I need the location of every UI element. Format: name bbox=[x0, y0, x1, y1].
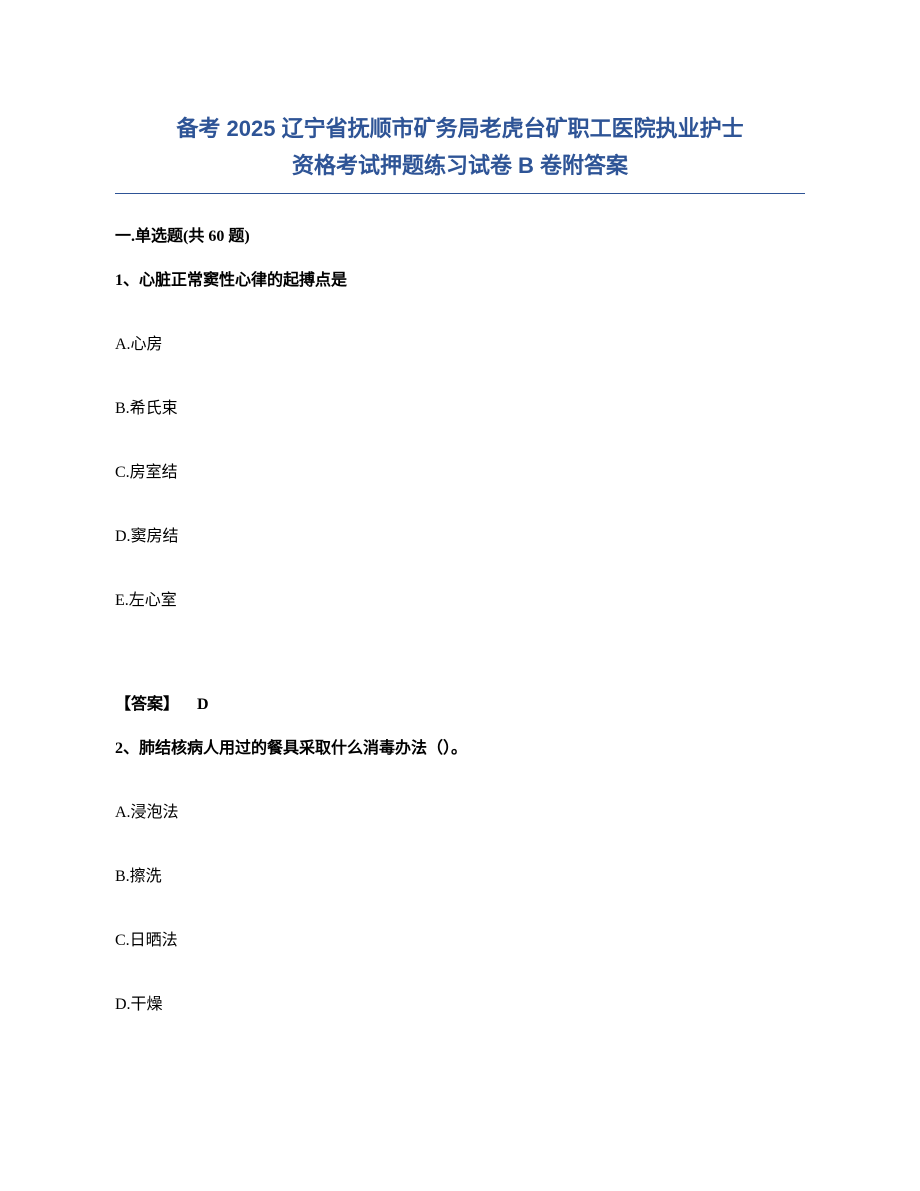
question-number: 2、 bbox=[115, 740, 139, 757]
section-header: 一.单选题(共 60 题) bbox=[115, 222, 805, 246]
question-1-option-a: A.心房 bbox=[115, 330, 805, 354]
question-2-option-d: D.干燥 bbox=[115, 990, 805, 1014]
question-text: 肺结核病人用过的餐具采取什么消毒办法（）。 bbox=[139, 740, 467, 757]
question-1-answer: 【答案】 D bbox=[115, 690, 805, 714]
question-1-option-d: D.窦房结 bbox=[115, 522, 805, 546]
question-2-option-b: B.擦洗 bbox=[115, 862, 805, 886]
document-title: 备考 2025 辽宁省抚顺市矿务局老虎台矿职工医院执业护士 资格考试押题练习试卷… bbox=[115, 110, 805, 185]
question-1: 1、心脏正常窦性心律的起搏点是 bbox=[115, 266, 805, 290]
question-2: 2、肺结核病人用过的餐具采取什么消毒办法（）。 bbox=[115, 734, 805, 758]
answer-label: 【答案】 bbox=[115, 696, 179, 713]
answer-value: D bbox=[197, 696, 209, 713]
question-2-option-c: C.日晒法 bbox=[115, 926, 805, 950]
question-text: 心脏正常窦性心律的起搏点是 bbox=[139, 272, 347, 289]
title-line-2: 资格考试押题练习试卷 B 卷附答案 bbox=[115, 147, 805, 184]
question-1-option-b: B.希氏束 bbox=[115, 394, 805, 418]
title-divider bbox=[115, 193, 805, 194]
question-1-option-c: C.房室结 bbox=[115, 458, 805, 482]
question-2-option-a: A.浸泡法 bbox=[115, 798, 805, 822]
question-number: 1、 bbox=[115, 272, 139, 289]
question-1-option-e: E.左心室 bbox=[115, 586, 805, 610]
title-line-1: 备考 2025 辽宁省抚顺市矿务局老虎台矿职工医院执业护士 bbox=[115, 110, 805, 147]
